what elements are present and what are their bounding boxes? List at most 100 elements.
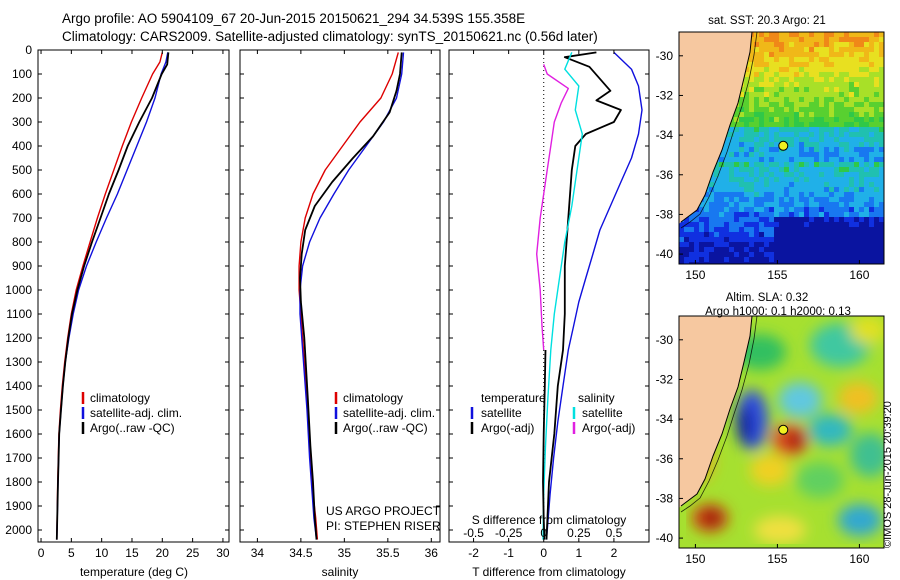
legend-s-satellite: satellite: [582, 406, 623, 420]
map-lat-label: -30: [656, 333, 674, 347]
sst-map: sat. SST: 20.3 Argo: 21: [678, 15, 885, 265]
sst-float-marker: [778, 140, 789, 151]
plot-title-line1: Argo profile: AO 5904109_67 20-Jun-2015 …: [62, 11, 526, 26]
y-tick-label: 1400: [5, 379, 32, 393]
salinity-profile-series-satellite-adj-clim-: [299, 52, 405, 540]
sst-land: [679, 32, 752, 224]
map-lon-label: 150: [685, 268, 705, 282]
x-tick-label-salinity: 0.25: [567, 526, 591, 540]
map-lat-label: -34: [656, 412, 674, 426]
x-tick-label: -1: [503, 546, 514, 560]
map-lon-label: 160: [849, 552, 869, 566]
sla-map-subtitle: Argo h1000: 0.1 h2000: 0.13: [705, 306, 851, 318]
map-lat-label: -30: [656, 49, 674, 63]
x-tick-label: 35: [338, 546, 352, 560]
legend-climatology: climatology: [90, 391, 150, 405]
y-tick-label: 1500: [5, 403, 32, 417]
map-lat-label: -38: [656, 491, 674, 505]
x-tick-label-salinity: 0: [540, 526, 547, 540]
map-lon-label: 155: [767, 552, 787, 566]
difference-panel: [448, 49, 650, 543]
temperature-panel: [37, 49, 230, 543]
credit-line1: US ARGO PROJECT: [326, 504, 441, 518]
y-tick-label: 800: [12, 235, 32, 249]
y-tick-label: 1300: [5, 355, 32, 369]
x-tick-label-salinity: -0.5: [463, 526, 484, 540]
legend-climatology-s: climatology: [343, 391, 403, 405]
y-tick-label: 200: [12, 91, 32, 105]
sla-coastline: [680, 316, 753, 507]
map-lat-label: -32: [656, 372, 674, 386]
map-lat-label: -34: [656, 128, 674, 142]
y-tick-label: 1200: [5, 331, 32, 345]
map-lat-label: -38: [656, 207, 674, 221]
x-tick-label: 30: [216, 546, 230, 560]
y-tick-label: 0: [25, 43, 32, 57]
difference-from-climatology-series-salinity-argo-adj-extension: [542, 349, 547, 540]
x-tick-label: 5: [68, 546, 75, 560]
x-tick-label: 34: [251, 546, 265, 560]
legend-s-argo: Argo(-adj): [582, 421, 635, 435]
map-lat-label: -36: [656, 168, 674, 182]
x-tick-label: 0: [540, 546, 547, 560]
sla-float-marker: [778, 424, 789, 435]
map-lon-label: 150: [685, 552, 705, 566]
x-tick-label: -2: [468, 546, 479, 560]
legend-t-satellite: satellite: [481, 406, 522, 420]
x-tick-label: 1: [575, 546, 582, 560]
legend-heading-salinity: salinity: [578, 391, 615, 405]
y-tick-label: 100: [12, 67, 32, 81]
sst-shelf-contour: [680, 32, 758, 229]
map-lon-label: 155: [767, 268, 787, 282]
difference-from-climatology-series-temperature-argo-adj-: [545, 51, 622, 540]
s-diff-xlabel: S difference from climatology: [472, 513, 627, 527]
temperature-profile-series-argo-raw-qc-: [55, 52, 170, 540]
sla-land: [679, 316, 752, 508]
temperature-xlabel: temperature (deg C): [80, 565, 188, 579]
legend-satellite-adj: satellite-adj. clim.: [90, 406, 182, 420]
map-lat-label: -40: [656, 247, 674, 261]
y-tick-label: 1600: [5, 427, 32, 441]
credit-line2: PI: STEPHEN RISER: [326, 519, 441, 533]
salinity-profile-series-argo-raw-qc-: [299, 52, 403, 540]
map-lat-label: -32: [656, 88, 674, 102]
legend-argo: Argo(..raw -QC): [90, 421, 175, 435]
y-tick-label: 400: [12, 139, 32, 153]
y-tick-label: 500: [12, 163, 32, 177]
y-tick-label: 1800: [5, 475, 32, 489]
x-tick-label: 36: [425, 546, 439, 560]
x-tick-label: 20: [156, 546, 170, 560]
difference-from-climatology-series-temperature-satellite: [545, 51, 643, 540]
temperature-profile-series-satellite-adj-clim-: [56, 52, 169, 540]
sst-coastline: [680, 32, 753, 223]
salinity-panel: [239, 49, 441, 543]
sla-map-title: Altim. SLA: 0.32: [726, 292, 808, 304]
sla-map: Altim. SLA: 0.32 Argo h1000: 0.1 h2000: …: [678, 292, 885, 549]
difference-from-climatology-series-salinity-argo-adj-: [536, 64, 569, 351]
map-lon-label: 160: [849, 268, 869, 282]
legend-satellite-adj-s: satellite-adj. clim.: [343, 406, 435, 420]
salinity-profile-series-climatology: [298, 52, 399, 540]
x-tick-label: 34.5: [289, 546, 313, 560]
map-lat-label: -36: [656, 452, 674, 466]
difference-legend: temperature salinity satellite Argo(-adj…: [470, 391, 635, 435]
x-tick-label: 10: [95, 546, 109, 560]
x-tick-label-salinity: 0.5: [606, 526, 623, 540]
plot-title-line2: Climatology: CARS2009. Satellite-adjuste…: [62, 29, 598, 44]
y-tick-label: 1000: [5, 283, 32, 297]
y-tick-label: 700: [12, 211, 32, 225]
map-lat-label: -40: [656, 531, 674, 545]
legend-t-argo: Argo(-adj): [481, 421, 534, 435]
legend-argo-s: Argo(..raw -QC): [343, 421, 428, 435]
x-tick-label: 25: [186, 546, 200, 560]
t-diff-xlabel: T difference from climatology: [472, 565, 626, 579]
y-tick-label: 1100: [6, 307, 32, 321]
y-tick-label: 600: [12, 187, 32, 201]
temperature-legend: climatology satellite-adj. clim. Argo(..…: [81, 391, 182, 435]
salinity-legend: climatology satellite-adj. clim. Argo(..…: [334, 391, 435, 435]
legend-heading-temperature: temperature: [481, 391, 546, 405]
x-tick-label: 2: [611, 546, 618, 560]
temperature-profile-series-climatology: [56, 52, 163, 540]
x-tick-label: 15: [125, 546, 139, 560]
